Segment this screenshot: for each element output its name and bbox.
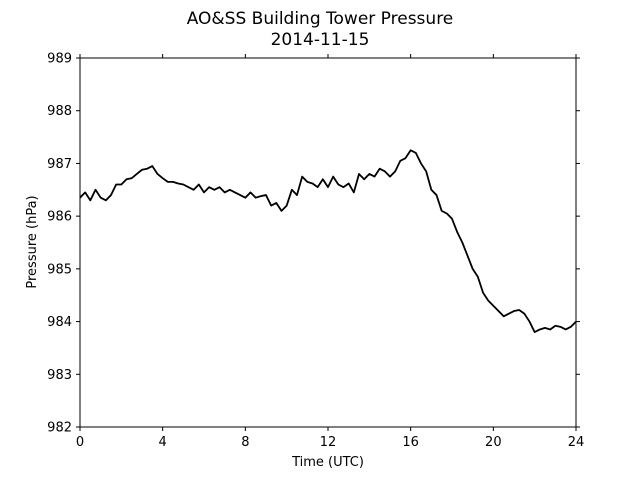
- x-tick-label: 0: [76, 435, 84, 450]
- y-tick-label: 986: [47, 210, 72, 225]
- x-tick-label: 4: [159, 435, 167, 450]
- y-tick-label: 984: [47, 315, 72, 330]
- y-axis-label: Pressure (hPa): [25, 195, 40, 288]
- x-tick-label: 12: [320, 435, 337, 450]
- y-tick-label: 983: [47, 368, 72, 383]
- plot-frame: [79, 57, 577, 428]
- x-tick-label: 16: [402, 435, 419, 450]
- y-tick-label: 982: [47, 421, 72, 436]
- pressure-series-line: [79, 149, 577, 334]
- x-tick-label: 20: [485, 435, 502, 450]
- y-tick-label: 988: [47, 104, 72, 119]
- x-tick-label: 24: [568, 435, 585, 450]
- x-tick-label: 8: [241, 435, 249, 450]
- y-tick-label: 985: [47, 262, 72, 277]
- x-axis-label: Time (UTC): [291, 455, 364, 470]
- x-axis-ticks: 0 4 8 12 16 20 24: [76, 54, 584, 450]
- plot-line-layer: [79, 149, 577, 334]
- chart-subtitle: 2014-11-15: [271, 30, 370, 50]
- chart-title: AO&SS Building Tower Pressure: [187, 9, 454, 29]
- y-tick-label: 987: [47, 157, 72, 172]
- y-axis-ticks: 982 983 984 985 986 987 988 989: [47, 52, 580, 436]
- y-tick-label: 989: [47, 52, 72, 67]
